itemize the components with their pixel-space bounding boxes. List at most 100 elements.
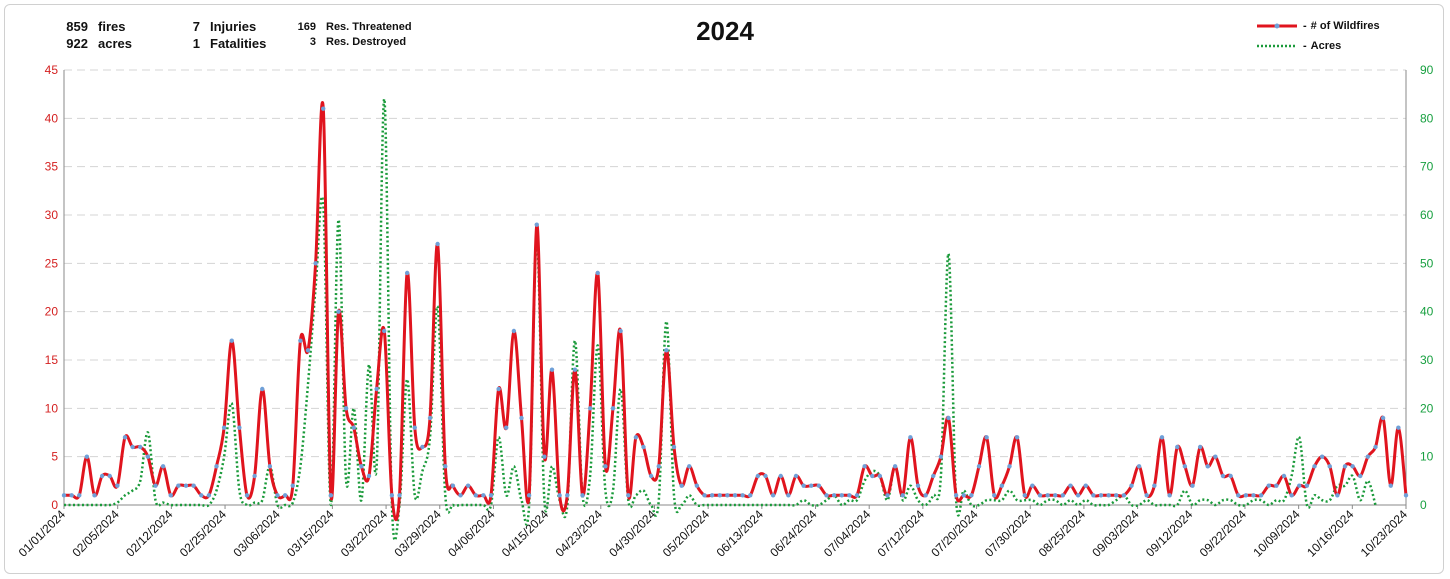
x-tick-label: 03/15/2024 <box>284 507 337 560</box>
wildfires-point <box>1251 493 1256 498</box>
wildfires-point <box>77 493 82 498</box>
wildfires-point <box>1281 473 1287 479</box>
wildfires-point <box>252 473 257 479</box>
x-tick-label: 09/03/2024 <box>1089 507 1142 560</box>
x-tick-label: 01/01/2024 <box>16 507 69 560</box>
wildfires-point <box>473 493 478 498</box>
wildfires-point <box>99 473 105 479</box>
wildfires-point <box>260 386 265 392</box>
wildfires-point <box>748 493 753 498</box>
wildfires-point <box>115 483 120 488</box>
wildfires-point <box>1335 493 1340 498</box>
fatalities-label: Fatalities <box>210 36 267 51</box>
wildfires-point <box>984 435 989 440</box>
wildfires-point <box>953 493 959 498</box>
wildfires-point <box>1007 464 1012 469</box>
wildfires-point <box>1319 454 1325 459</box>
wildfires-point <box>244 493 250 498</box>
x-tick-label: 10/23/2024 <box>1358 507 1411 560</box>
wildfires-point <box>976 464 982 469</box>
wildfires-point <box>359 464 364 469</box>
residences-summary: 169 Res. Threatened 3 Res. Destroyed <box>290 20 412 50</box>
wildfires-point <box>671 444 677 450</box>
x-tick-label: 04/30/2024 <box>606 507 659 560</box>
wildfires-point <box>595 270 600 276</box>
wildfires-point <box>214 464 219 469</box>
x-tick-label: 07/12/2024 <box>875 507 928 560</box>
wildfires-point <box>122 435 128 440</box>
wildfires-point <box>1373 444 1378 450</box>
y-left-tick-label: 45 <box>45 63 59 77</box>
x-tick-label: 07/30/2024 <box>982 507 1035 560</box>
fires-count: 859 <box>66 19 88 34</box>
wildfires-point <box>1228 473 1233 479</box>
y-right-tick-label: 80 <box>1420 111 1434 125</box>
wildfires-point <box>1136 464 1142 469</box>
wildfires-point <box>1060 493 1066 498</box>
wildfires-point <box>1159 435 1165 440</box>
wildfires-point <box>313 261 318 266</box>
wildfires-point <box>1365 454 1371 459</box>
y-left-tick-label: 25 <box>45 256 59 270</box>
legend-label-wildfires: # of Wildfires <box>1310 20 1380 32</box>
wildfires-point <box>183 483 189 488</box>
wildfires-point <box>542 454 547 459</box>
wildfires-point <box>206 493 212 498</box>
wildfires-point <box>1403 493 1409 498</box>
wildfires-point <box>450 483 456 488</box>
wildfires-point <box>1274 483 1279 488</box>
residences-destroyed-count: 3 <box>309 36 316 48</box>
wildfires-point <box>519 415 524 421</box>
wildfires-point <box>770 493 776 498</box>
legend-item-acres: - Acres <box>1255 36 1380 56</box>
wildfires-point <box>382 328 387 334</box>
wildfires-point <box>809 483 814 488</box>
wildfires-point <box>862 464 867 469</box>
wildfires-point <box>1106 493 1111 498</box>
wildfires-point <box>900 493 905 498</box>
wildfires-point <box>641 444 646 450</box>
fires-label: fires <box>98 19 126 34</box>
wildfires-point <box>84 454 90 459</box>
wildfires-point <box>1075 493 1081 498</box>
wildfires-point <box>458 493 463 498</box>
wildfires-point <box>549 367 555 372</box>
x-tick-label: 10/09/2024 <box>1250 507 1303 560</box>
wildfires-point <box>1022 493 1027 498</box>
wildfires-point <box>572 367 578 372</box>
wildfires-point <box>633 435 639 440</box>
wildfires-point <box>199 493 204 498</box>
wildfires-point <box>908 435 913 440</box>
wildfires-point <box>1152 483 1157 488</box>
wildfires-point <box>557 493 562 498</box>
y-left-tick-label: 40 <box>45 111 59 125</box>
legend-swatch-wildfires <box>1257 23 1297 29</box>
wildfires-point <box>1258 493 1264 498</box>
x-tick-label: 06/24/2024 <box>767 507 820 560</box>
wildfires-point <box>511 328 517 334</box>
wildfires-point <box>702 493 707 498</box>
x-tick-label: 04/15/2024 <box>499 507 552 560</box>
residences-threatened-count: 169 <box>297 21 316 33</box>
wildfires-point <box>824 493 829 498</box>
legend-swatch-acres <box>1257 44 1297 48</box>
wildfires-point <box>656 464 661 469</box>
residences-threatened-label: Res. Threatened <box>326 21 412 33</box>
wildfires-point <box>931 473 936 479</box>
wildfires-point <box>938 454 944 459</box>
x-tick-label: 02/05/2024 <box>69 507 122 560</box>
y-left-tick-label: 20 <box>45 305 59 319</box>
wildfires-point <box>1213 454 1218 459</box>
wildfires-point <box>1121 493 1127 498</box>
x-tick-label: 07/20/2024 <box>928 507 981 560</box>
y-left-tick-label: 0 <box>51 498 58 512</box>
acres-label: acres <box>98 36 132 51</box>
x-tick-label: 03/06/2024 <box>230 507 283 560</box>
wildfires-point <box>610 406 616 411</box>
x-tick-label: 06/13/2024 <box>714 507 767 560</box>
wildfires-point <box>793 473 799 479</box>
wildfires-point <box>435 241 440 247</box>
y-right-tick-label: 40 <box>1420 305 1434 319</box>
wildfires-point <box>481 493 486 498</box>
wildfires-point <box>580 493 585 498</box>
